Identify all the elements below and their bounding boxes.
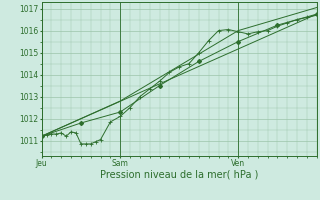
X-axis label: Pression niveau de la mer( hPa ): Pression niveau de la mer( hPa ) (100, 170, 258, 180)
